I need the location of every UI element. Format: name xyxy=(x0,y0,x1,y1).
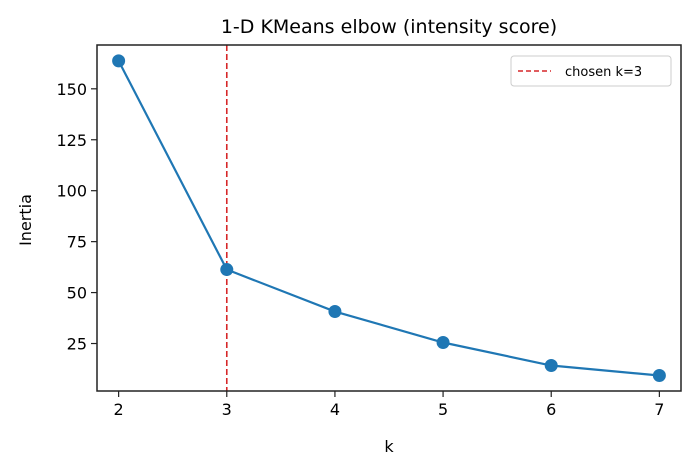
data-point xyxy=(220,263,234,277)
legend: chosen k=3 xyxy=(510,55,672,87)
x-tick-label: 6 xyxy=(546,400,556,419)
x-tick-label: 5 xyxy=(438,400,448,419)
data-point xyxy=(112,54,126,68)
legend-label: chosen k=3 xyxy=(565,65,642,80)
inertia-line xyxy=(117,60,660,377)
y-axis: 25 50 75 100 125 150 xyxy=(56,80,97,354)
y-tick-label: 25 xyxy=(67,335,87,354)
y-tick-label: 100 xyxy=(56,182,87,201)
y-axis-label: Inertia xyxy=(16,194,35,246)
data-point xyxy=(328,305,342,319)
axes-frame xyxy=(96,44,682,392)
x-tick-label: 4 xyxy=(330,400,340,419)
data-point xyxy=(436,336,450,350)
chart-title: 1-D KMeans elbow (intensity score) xyxy=(221,16,557,38)
x-tick-label: 2 xyxy=(114,400,124,419)
x-tick-label: 7 xyxy=(654,400,664,419)
x-axis: 2 3 4 5 6 7 xyxy=(114,391,664,419)
y-tick-label: 125 xyxy=(56,131,87,150)
data-point xyxy=(652,369,666,383)
plot-area xyxy=(112,45,666,391)
x-tick-label: 3 xyxy=(222,400,232,419)
x-axis-label: k xyxy=(384,437,394,456)
y-tick-label: 150 xyxy=(56,80,87,99)
y-tick-label: 75 xyxy=(67,233,87,252)
data-point xyxy=(544,359,558,373)
legend-box xyxy=(510,55,672,87)
y-tick-label: 50 xyxy=(67,284,87,303)
